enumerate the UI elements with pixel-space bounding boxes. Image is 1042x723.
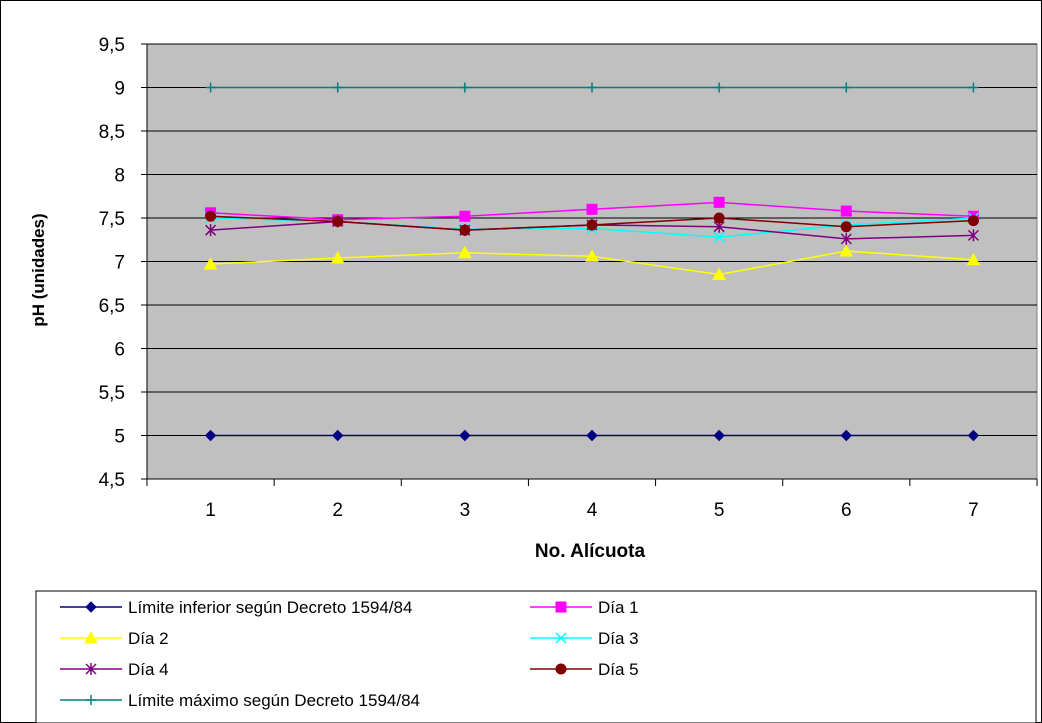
triangle-marker: [458, 245, 472, 259]
plus-marker: [841, 82, 852, 93]
legend-item: Día 5: [530, 660, 639, 679]
y-tick-label: 9,5: [99, 35, 125, 56]
legend-box: [35, 590, 1037, 723]
plus-marker: [459, 82, 470, 93]
triangle-marker: [585, 249, 599, 262]
triangle-marker: [330, 250, 345, 264]
x-axis: 1 2 3 4 5 6 7: [146, 478, 1038, 521]
square-marker: [713, 196, 725, 208]
triangle-marker: [966, 252, 981, 266]
y-axis-title: pH (unidades): [29, 213, 48, 326]
series-7: [205, 82, 979, 93]
triangle-marker: [712, 267, 726, 281]
triangle-marker: [203, 257, 218, 270]
plus-marker: [86, 695, 96, 705]
legend-item: Día 4: [60, 660, 169, 679]
y-tick-label: 7,5: [99, 209, 125, 230]
square-marker: [586, 203, 598, 215]
y-tick-label: 8,5: [99, 122, 125, 143]
diamond-marker: [204, 429, 217, 442]
triangle-marker: [84, 630, 98, 644]
y-tick-label: 7: [114, 253, 125, 274]
circle-marker: [555, 663, 567, 675]
square-marker: [555, 601, 567, 613]
square-marker: [459, 210, 471, 222]
x-tick-label: 7: [968, 500, 979, 521]
legend-label: Límite inferior según Decreto 1594/84: [128, 598, 412, 617]
plus-marker: [205, 82, 216, 93]
triangle-marker: [839, 244, 854, 257]
diamond-marker: [332, 429, 344, 442]
x-tick-label: 6: [841, 500, 852, 521]
star-marker: [967, 229, 979, 242]
series-3: [203, 244, 981, 281]
x-axis-title: No. Alícuota: [535, 541, 646, 562]
legend-item: Día 3: [530, 629, 639, 648]
y-tick-label: 9: [114, 79, 125, 100]
circle-marker: [459, 224, 471, 236]
plus-marker: [714, 82, 725, 93]
legend-item: Día 1: [530, 598, 639, 617]
x-tick-label: 2: [332, 500, 343, 521]
y-tick-label: 5,5: [99, 383, 125, 404]
y-tick-label: 6,5: [99, 296, 125, 317]
x-tick-label: 1: [205, 500, 216, 521]
series-layer: [203, 82, 981, 442]
star-marker: [840, 232, 852, 245]
plus-marker: [587, 82, 597, 93]
diamond-marker: [713, 429, 725, 442]
legend-item: Día 2: [60, 629, 169, 648]
x-tick-label: 3: [460, 500, 471, 521]
circle-marker: [967, 215, 979, 227]
circle-marker: [586, 219, 598, 231]
circle-marker: [205, 210, 217, 222]
legend-item: Límite máximo según Decreto 1594/84: [60, 691, 420, 710]
legend-label: Día 4: [128, 660, 169, 679]
legend-label: Día 5: [598, 660, 639, 679]
series-6: [205, 210, 979, 236]
x-marker: [713, 231, 725, 243]
diamond-marker: [459, 429, 471, 442]
legend-item: Límite inferior según Decreto 1594/84: [60, 598, 412, 617]
square-marker: [840, 205, 852, 217]
legend-label: Día 1: [598, 598, 639, 617]
diamond-marker: [586, 429, 598, 442]
legend: Límite inferior según Decreto 1594/84 Día…: [35, 590, 1037, 723]
circle-marker: [332, 215, 344, 227]
star-marker: [85, 663, 97, 675]
legend-label: Día 3: [598, 629, 639, 648]
circle-marker: [840, 221, 852, 233]
series-1: [204, 429, 980, 442]
plus-marker: [968, 82, 979, 93]
star-marker: [205, 224, 217, 237]
legend-label: Día 2: [128, 629, 169, 648]
y-axis: 4,5 5 5,5 6 6,5 7 7,5 8 8,5 9 9,5: [99, 35, 148, 491]
x-tick-label: 4: [587, 500, 598, 521]
y-tick-label: 6: [114, 340, 125, 361]
diamond-marker: [85, 601, 97, 613]
x-tick-label: 5: [714, 500, 725, 521]
diamond-marker: [967, 429, 980, 442]
x-marker: [555, 632, 567, 644]
y-tick-label: 5: [114, 427, 125, 448]
y-tick-label: 4,5: [99, 470, 125, 491]
y-tick-label: 8: [114, 166, 125, 187]
plus-marker: [332, 82, 343, 93]
legend-label: Límite máximo según Decreto 1594/84: [128, 691, 420, 710]
circle-marker: [713, 212, 725, 224]
diamond-marker: [840, 429, 852, 442]
